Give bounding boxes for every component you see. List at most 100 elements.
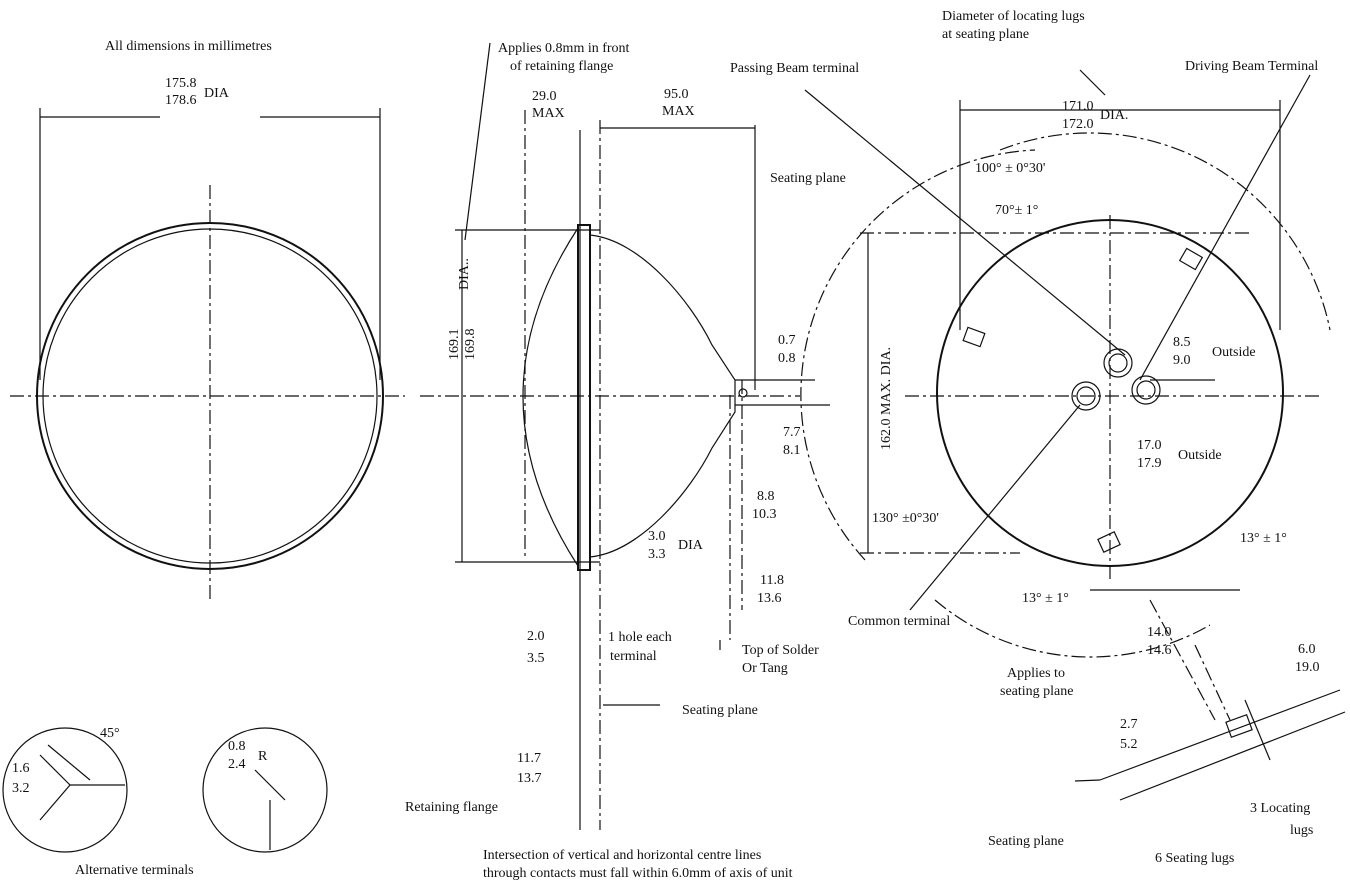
label: 13.6: [757, 591, 782, 606]
rear-view-line: [1140, 75, 1310, 380]
label: 17.0: [1137, 438, 1162, 453]
label: Common terminal: [848, 614, 950, 629]
label: 70°± 1°: [995, 203, 1038, 218]
label: Applies 0.8mm in front: [498, 41, 630, 56]
label: 8.1: [783, 443, 801, 458]
label: 5.2: [1120, 737, 1138, 752]
label: MAX: [662, 104, 695, 119]
label: 100° ± 0°30': [975, 161, 1045, 176]
label: Diameter of locating lugs: [942, 9, 1085, 24]
label: R: [258, 749, 268, 764]
rear-view-line: [1098, 532, 1120, 552]
label: Alternative terminals: [75, 863, 194, 878]
label: 0.7: [778, 333, 796, 348]
label: 13.7: [517, 771, 542, 786]
label: at seating plane: [942, 27, 1029, 42]
alternative-terminals: [3, 728, 327, 852]
alternative-terminals-line: [40, 755, 70, 820]
label: 7.7: [783, 425, 801, 440]
label: 11.8: [760, 573, 784, 588]
label: 14.0: [1147, 625, 1172, 640]
label: 11.7: [517, 751, 541, 766]
label: 3.5: [527, 651, 545, 666]
lug-detail-line: [1075, 780, 1100, 781]
label: 6 Seating lugs: [1155, 851, 1234, 866]
label: 0.8: [228, 739, 246, 754]
lug-detail-line: [1150, 600, 1215, 720]
label: 169.8: [463, 329, 478, 361]
lug-detail-line: [1100, 690, 1340, 780]
label: 3.3: [648, 547, 666, 562]
label: 2.4: [228, 757, 246, 772]
rear-view-line: [1137, 381, 1155, 399]
label: 29.0: [532, 89, 557, 104]
label: 175.8: [165, 76, 197, 91]
rear-view-line: [963, 327, 985, 346]
label: 10.3: [752, 507, 777, 522]
label: Intersection of vertical and horizontal …: [483, 848, 761, 863]
label: 6.0: [1298, 642, 1316, 657]
drawing: All dimensions in millimetres 175.8 178.…: [0, 0, 1350, 883]
label: 13° ± 1°: [1240, 531, 1287, 546]
label: Or Tang: [742, 661, 788, 676]
label: 162.0 MAX. DIA.: [879, 347, 894, 450]
label: Top of Solder: [742, 643, 819, 658]
label: 130° ±0°30': [872, 511, 939, 526]
label: MAX: [532, 106, 565, 121]
label: 1 hole each: [608, 630, 672, 645]
label: Seating plane: [988, 834, 1064, 849]
label: 14.6: [1147, 643, 1172, 658]
label: terminal: [610, 649, 657, 664]
label: lugs: [1290, 823, 1313, 838]
label: 17.9: [1137, 456, 1162, 471]
lug-detail: [1075, 600, 1345, 800]
rear-view-line: [1109, 354, 1127, 372]
label: 3.2: [12, 781, 30, 796]
label: 2.7: [1120, 717, 1138, 732]
front-view: [10, 108, 405, 600]
alternative-terminals-line: [48, 745, 90, 780]
rear-view-line: [910, 405, 1080, 610]
label: DIA: [204, 86, 230, 101]
label: DIA: [678, 538, 704, 553]
label: 171.0: [1062, 99, 1094, 114]
label: 3 Locating: [1250, 801, 1310, 816]
label: Passing Beam terminal: [730, 61, 859, 76]
lug-detail-line: [1195, 645, 1230, 720]
label: 169.1: [447, 329, 462, 361]
label: Seating plane: [770, 171, 846, 186]
label: All dimensions in millimetres: [105, 39, 272, 54]
rear-view-line: [1104, 349, 1132, 377]
label: 3.0: [648, 529, 666, 544]
lug-detail-line: [1226, 715, 1252, 738]
label: 9.0: [1173, 353, 1191, 368]
label: Outside: [1178, 448, 1222, 463]
alternative-terminals-line: [203, 728, 327, 852]
lug-detail-line: [1245, 700, 1270, 760]
side-view-line: [523, 228, 578, 566]
label: 13° ± 1°: [1022, 591, 1069, 606]
label: 178.6: [165, 93, 197, 108]
label: Retaining flange: [405, 800, 498, 815]
rear-view-line: [1080, 70, 1105, 95]
side-view-line: [739, 389, 747, 397]
label: through contacts must fall within 6.0mm …: [483, 866, 793, 881]
label: 0.8: [778, 351, 796, 366]
rear-view-line: [1180, 248, 1203, 269]
label: 172.0: [1062, 117, 1094, 132]
label: Driving Beam Terminal: [1185, 59, 1318, 74]
label: 8.5: [1173, 335, 1191, 350]
alternative-terminals-line: [255, 770, 285, 800]
label: seating plane: [1000, 684, 1073, 699]
side-view-line: [465, 43, 490, 240]
side-view: [420, 43, 830, 830]
label: of retaining flange: [510, 59, 613, 74]
labels: All dimensions in millimetres 175.8 178.…: [12, 9, 1320, 881]
label: 1.6: [12, 761, 30, 776]
label: DIA.: [1100, 108, 1128, 123]
lug-detail-line: [1120, 712, 1345, 800]
label: Outside: [1212, 345, 1256, 360]
label: 45°: [100, 726, 120, 741]
label: Seating plane: [682, 703, 758, 718]
label: Applies to: [1007, 666, 1065, 681]
